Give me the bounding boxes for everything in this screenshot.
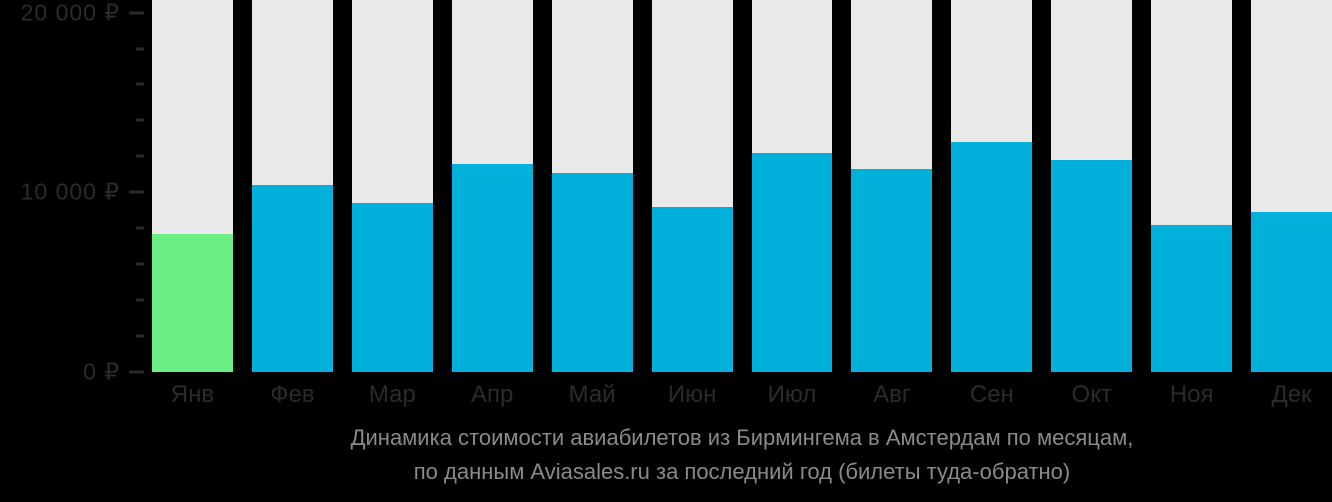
y-axis-minor-tick (136, 262, 144, 266)
tick-mark (136, 82, 144, 86)
bar-track (951, 0, 1033, 372)
bar-track (451, 0, 533, 372)
bar-Июн (651, 206, 733, 372)
y-axis-major-tick: 0 ₽ (83, 359, 144, 386)
bar-column: Май (551, 0, 633, 418)
bar-column: Июл (751, 0, 833, 418)
tick-mark (129, 370, 144, 374)
y-axis-tick-label: 0 ₽ (83, 358, 120, 385)
tick-mark (136, 262, 144, 266)
x-axis-label: Июн (667, 381, 717, 408)
y-axis-minor-tick (136, 298, 144, 302)
x-axis-label: Апр (471, 381, 514, 408)
bar-track (152, 0, 233, 372)
bar-column: Дек (1251, 0, 1332, 418)
plot-area: 0 ₽ 10 000 ₽ 20 000 ₽ Янв Фев Мар Апр Май Июн Ию… (0, 0, 1332, 408)
y-axis-tick-label: 20 000 ₽ (20, 0, 120, 26)
y-axis-minor-tick (136, 118, 144, 122)
x-axis-label: Авг (873, 381, 911, 408)
bar-column: Окт (1051, 0, 1133, 418)
chart-title-line-2: по данным Aviasales.ru за последний год … (413, 459, 1071, 484)
bar-track (1251, 0, 1332, 372)
bar-Сен (951, 141, 1033, 372)
bar-Апр (451, 163, 533, 372)
bar-column: Фев (251, 0, 333, 418)
bar-Дек (1251, 212, 1332, 372)
bar-column: Авг (851, 0, 933, 418)
x-axis-label: Июл (767, 381, 817, 408)
x-axis-label: Сен (969, 381, 1014, 408)
y-axis-minor-tick (136, 47, 144, 51)
bar-track (651, 0, 733, 372)
x-axis-label: Май (568, 381, 616, 408)
bar-track (1051, 0, 1133, 372)
bar-column: Янв (152, 0, 233, 418)
tick-mark (136, 298, 144, 302)
bar-Янв (152, 233, 233, 372)
y-axis-minor-tick (136, 82, 144, 86)
bar-track (1151, 0, 1233, 372)
tick-mark (136, 334, 144, 338)
tick-mark (136, 118, 144, 122)
chart-title: Динамика стоимости авиабилетов из Бирмин… (152, 421, 1332, 489)
bar-column: Сен (951, 0, 1033, 418)
bar-track (851, 0, 933, 372)
y-axis-minor-tick (136, 226, 144, 230)
x-axis-label: Мар (368, 381, 416, 408)
x-axis-label: Окт (1071, 381, 1112, 408)
y-axis-tick-label: 10 000 ₽ (20, 178, 120, 205)
bars-row: Янв Фев Мар Апр Май Июн Июл Авг Сен Окт Ноя Дек (152, 0, 1332, 418)
chart-title-line-1: Динамика стоимости авиабилетов из Бирмин… (350, 425, 1134, 450)
bar-Фев (251, 185, 333, 372)
x-axis-label: Ноя (1169, 381, 1214, 408)
x-axis-label: Дек (1271, 381, 1312, 408)
y-axis: 0 ₽ 10 000 ₽ 20 000 ₽ (0, 0, 152, 385)
tick-mark (129, 11, 144, 15)
y-axis-major-tick: 20 000 ₽ (21, 0, 144, 26)
bar-column: Апр (451, 0, 533, 418)
bar-track (351, 0, 433, 372)
bar-Июл (751, 152, 833, 372)
bar-Мар (351, 203, 433, 372)
x-axis-label: Фев (270, 381, 315, 408)
bar-column: Мар (351, 0, 433, 418)
bar-track (751, 0, 833, 372)
y-axis-minor-tick (136, 154, 144, 158)
bar-Май (551, 172, 633, 372)
tick-mark (136, 154, 144, 158)
bar-track (551, 0, 633, 372)
bar-column: Ноя (1151, 0, 1233, 418)
tick-mark (136, 47, 144, 51)
bar-Авг (851, 168, 933, 372)
tick-mark (129, 190, 144, 194)
bar-track (251, 0, 333, 372)
y-axis-minor-tick (136, 334, 144, 338)
tick-mark (136, 226, 144, 230)
y-axis-major-tick: 10 000 ₽ (21, 179, 144, 206)
bar-Ноя (1151, 224, 1233, 372)
x-axis-label: Янв (170, 381, 215, 408)
bar-Окт (1051, 159, 1133, 372)
bar-column: Июн (651, 0, 733, 418)
